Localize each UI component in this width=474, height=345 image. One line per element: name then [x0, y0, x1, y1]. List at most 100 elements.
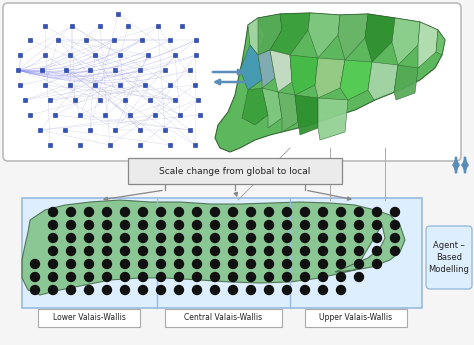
- Circle shape: [355, 273, 364, 282]
- Circle shape: [337, 286, 346, 295]
- Polygon shape: [365, 14, 395, 62]
- Bar: [93, 53, 97, 57]
- Circle shape: [283, 207, 292, 217]
- Circle shape: [264, 259, 273, 268]
- Circle shape: [138, 220, 147, 229]
- Circle shape: [102, 259, 111, 268]
- Circle shape: [192, 286, 201, 295]
- Circle shape: [210, 234, 219, 243]
- Circle shape: [192, 207, 201, 217]
- Circle shape: [264, 273, 273, 282]
- FancyBboxPatch shape: [305, 309, 407, 327]
- Circle shape: [373, 220, 382, 229]
- Circle shape: [319, 286, 328, 295]
- Bar: [168, 38, 172, 42]
- Circle shape: [156, 207, 165, 217]
- Bar: [98, 24, 102, 28]
- Circle shape: [246, 259, 255, 268]
- Circle shape: [301, 234, 310, 243]
- Polygon shape: [290, 55, 318, 95]
- Circle shape: [120, 246, 129, 256]
- Text: Scale change from global to local: Scale change from global to local: [159, 167, 310, 176]
- Bar: [193, 83, 197, 87]
- Circle shape: [156, 220, 165, 229]
- Bar: [18, 53, 22, 57]
- Circle shape: [138, 246, 147, 256]
- Circle shape: [264, 234, 273, 243]
- FancyBboxPatch shape: [22, 198, 422, 308]
- Circle shape: [264, 207, 273, 217]
- Bar: [194, 38, 198, 42]
- Bar: [48, 143, 52, 147]
- Circle shape: [337, 273, 346, 282]
- Circle shape: [319, 220, 328, 229]
- Bar: [116, 12, 120, 16]
- Circle shape: [373, 246, 382, 256]
- Circle shape: [102, 246, 111, 256]
- Polygon shape: [418, 22, 438, 68]
- Circle shape: [102, 273, 111, 282]
- Bar: [63, 128, 67, 132]
- Circle shape: [66, 234, 75, 243]
- Bar: [112, 38, 116, 42]
- Circle shape: [48, 207, 57, 217]
- FancyBboxPatch shape: [38, 309, 140, 327]
- Bar: [43, 53, 47, 57]
- Circle shape: [138, 207, 147, 217]
- Circle shape: [301, 273, 310, 282]
- Circle shape: [355, 234, 364, 243]
- Bar: [118, 83, 122, 87]
- Circle shape: [319, 259, 328, 268]
- Bar: [198, 113, 202, 117]
- Circle shape: [264, 286, 273, 295]
- Circle shape: [120, 286, 129, 295]
- Circle shape: [246, 246, 255, 256]
- Circle shape: [120, 207, 129, 217]
- Polygon shape: [392, 18, 420, 65]
- Circle shape: [210, 246, 219, 256]
- Circle shape: [228, 207, 237, 217]
- Circle shape: [319, 246, 328, 256]
- Bar: [64, 68, 68, 72]
- Bar: [78, 113, 82, 117]
- Circle shape: [66, 259, 75, 268]
- Bar: [28, 38, 32, 42]
- Bar: [178, 113, 182, 117]
- Circle shape: [246, 286, 255, 295]
- Circle shape: [210, 259, 219, 268]
- Bar: [84, 38, 88, 42]
- Bar: [163, 128, 167, 132]
- Circle shape: [192, 259, 201, 268]
- Circle shape: [301, 286, 310, 295]
- Circle shape: [30, 286, 39, 295]
- Circle shape: [174, 246, 183, 256]
- Text: Agent –
Based
Modelling: Agent – Based Modelling: [428, 241, 469, 274]
- Circle shape: [391, 220, 400, 229]
- Bar: [193, 143, 197, 147]
- Bar: [108, 143, 112, 147]
- Circle shape: [301, 220, 310, 229]
- Bar: [28, 113, 32, 117]
- Circle shape: [138, 234, 147, 243]
- Circle shape: [174, 234, 183, 243]
- Polygon shape: [248, 18, 265, 55]
- Polygon shape: [258, 14, 282, 55]
- Circle shape: [174, 286, 183, 295]
- Circle shape: [264, 246, 273, 256]
- Polygon shape: [258, 50, 275, 88]
- Circle shape: [228, 234, 237, 243]
- Circle shape: [66, 220, 75, 229]
- Bar: [73, 98, 77, 102]
- Circle shape: [210, 207, 219, 217]
- Bar: [88, 128, 92, 132]
- Circle shape: [391, 246, 400, 256]
- Bar: [146, 53, 150, 57]
- Circle shape: [48, 234, 57, 243]
- Bar: [68, 83, 72, 87]
- Bar: [180, 24, 184, 28]
- Bar: [156, 24, 160, 28]
- Circle shape: [156, 234, 165, 243]
- Bar: [56, 38, 60, 42]
- Bar: [38, 128, 42, 132]
- Circle shape: [246, 234, 255, 243]
